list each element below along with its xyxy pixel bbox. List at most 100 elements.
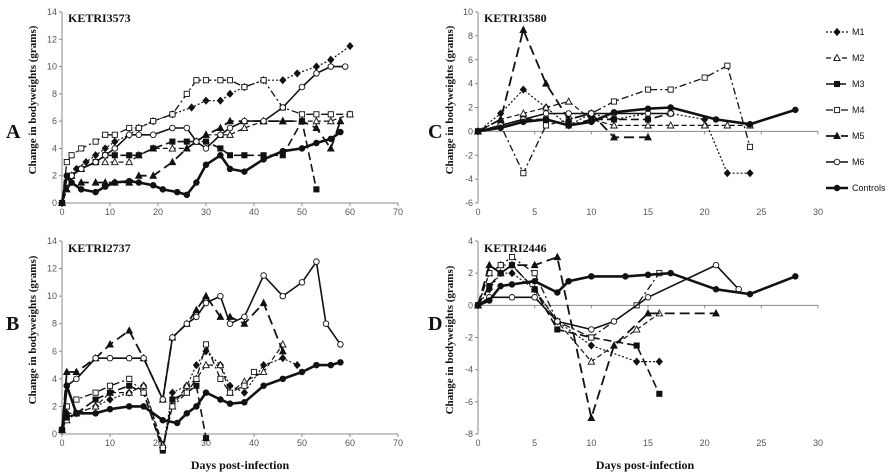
panel-c-xtick-label: 0: [475, 207, 480, 217]
panel-b-series-m6-point: [73, 375, 80, 383]
panel-b-series-controls-point: [313, 361, 320, 369]
panel-b-xtick-label: 70: [393, 438, 403, 448]
panel-b-series-m5-point: [125, 326, 134, 334]
panel-a-series-m4-point: [260, 77, 267, 84]
panel-c-series-controls-point: [474, 128, 482, 135]
panel-a-series-m3-point: [150, 145, 157, 152]
panel-b-ytick-label: 12: [47, 264, 57, 274]
panel-a-series-m6-point: [298, 83, 306, 91]
panel-a-series-m1-point: [202, 96, 210, 105]
panel-c-series-controls-point: [542, 116, 550, 123]
panel-b-series-m2-point: [139, 381, 148, 389]
legend: M1 M2 M3 M4 M5 M6 Controls: [826, 27, 886, 193]
panel-b-series-m4-point: [169, 403, 176, 410]
panel-b-series-m4-point: [183, 389, 190, 396]
legend-marker: [833, 53, 841, 62]
panel-a-series-m6-point: [313, 70, 320, 77]
panel-a-series-controls-point: [173, 188, 181, 196]
panel-c-series-m4-point: [610, 98, 618, 105]
panel-b-series-m3-point: [193, 382, 200, 389]
panel-b-series-m5-point: [202, 291, 210, 300]
panel-a-series-m1-point: [293, 69, 301, 78]
panel-a-series-m1-point: [187, 103, 196, 112]
panel-a-series-m4-point: [78, 145, 85, 152]
panel-d-series-m5-point: [587, 413, 596, 421]
panel-c-series-m4-point: [701, 74, 708, 81]
panel-d-series-m2-point: [632, 325, 641, 333]
panel-b-series-controls-point: [217, 396, 224, 403]
panel-a-series-m1-point: [101, 144, 109, 153]
panel-a-series-controls-point: [63, 172, 71, 179]
panel-a-series-controls-point: [327, 135, 335, 143]
panel-c-series-m1-point: [519, 85, 527, 94]
panel-b-series-controls-line: [60, 361, 341, 431]
panel-c-xtick-label: 10: [586, 207, 596, 217]
panel-c-series-m1-point: [746, 169, 754, 178]
panel-a-series-m2-point: [226, 130, 234, 138]
panel-b-series-controls-point: [63, 382, 71, 390]
panel-a-series-m6-point: [101, 151, 109, 159]
panel-c-xtick-label: 25: [756, 207, 766, 217]
panel-d-series-controls-point: [792, 273, 799, 280]
panel-c-series-controls-point: [520, 118, 527, 126]
panel-d-series-m6-point: [712, 261, 720, 269]
panel-d-series-controls-point: [588, 273, 595, 280]
panel-b-series-m4-point: [202, 341, 210, 348]
panel-a-series-m5-point: [91, 178, 100, 186]
panel-a-series-controls-point: [125, 177, 133, 185]
panel-a-series-controls-point: [260, 156, 267, 163]
legend-marker: [833, 158, 841, 166]
panel-a-series-m5-point: [202, 130, 210, 138]
panel-c-series-m6-point: [542, 110, 550, 117]
panel-a-series-m3-point: [241, 152, 248, 159]
panel-d-series-m3-point: [633, 342, 640, 349]
panel-b-series-m6-point: [226, 320, 234, 327]
panel-b-series-controls-point: [92, 410, 99, 417]
panel-c-xtick-label: 20: [700, 207, 710, 217]
panel-b-xtick-label: 30: [201, 438, 211, 448]
panel-d-series-m5-point: [508, 260, 516, 269]
panel-a-series-controls-point: [193, 179, 200, 186]
panel-d-series-m5-point: [530, 260, 539, 269]
panel-b-series-m6-point: [159, 396, 167, 403]
panel-b-ytick-label: 4: [52, 374, 57, 384]
panel-a-series-m1-point: [111, 137, 119, 146]
panel-a-series-m3-point: [135, 152, 142, 159]
panel-b-series-controls-point: [58, 426, 66, 434]
panel-a-series-m1-point: [327, 55, 335, 64]
panel-d-xlabel: Days post-infection: [596, 458, 695, 472]
panel-a-series-m3-point: [169, 138, 176, 145]
panel-a-series-m6-point: [260, 117, 267, 125]
legend-marker: [833, 184, 841, 192]
panel-b-title: KETRI2737: [68, 241, 131, 255]
panel-d-series-m5-point: [712, 309, 720, 317]
panel-a-ytick-label: 10: [47, 62, 57, 72]
panel-b-series-m1-point: [106, 395, 114, 404]
panel-a-series-controls-point: [337, 128, 344, 136]
panel-b-series-m5-point: [240, 319, 249, 327]
panel-c-ytick-label: -4: [465, 174, 473, 184]
panel-c-series-m4-point: [644, 86, 652, 93]
panel-c-letter: C: [428, 121, 442, 143]
panel-d-series-m4-point: [508, 254, 516, 261]
panel-b-series-m1-point: [240, 388, 249, 397]
legend-label: M4: [852, 105, 865, 115]
panel-a-series-m5-line: [61, 120, 342, 204]
panel-a-series-controls-point: [111, 179, 119, 186]
panel-b-series-m1-point: [279, 354, 287, 363]
panel-a-series-m6-point: [125, 131, 133, 139]
panel-a-series-m1-point: [91, 151, 100, 160]
panel-b-series-m4-line: [61, 343, 255, 449]
panel-a: KETRI3573 A Change in bodyweights (grams…: [6, 7, 403, 217]
panel-a-series-controls-point: [77, 186, 85, 193]
panel-a-series-controls-line: [60, 131, 342, 204]
panel-c-ytick-label: 10: [463, 7, 473, 17]
legend-marker: [833, 27, 841, 37]
panel-c-title: KETRI3580: [484, 11, 547, 25]
panel-a-series-m1-point: [82, 157, 90, 167]
panel-d-series-m5-point: [610, 341, 618, 349]
panel-d-xtick-label: 25: [756, 438, 766, 448]
panel-b-series-m5-point: [62, 367, 71, 376]
panel-a-series-m2-point: [110, 157, 119, 166]
panel-a-series-m6-point: [279, 104, 287, 111]
